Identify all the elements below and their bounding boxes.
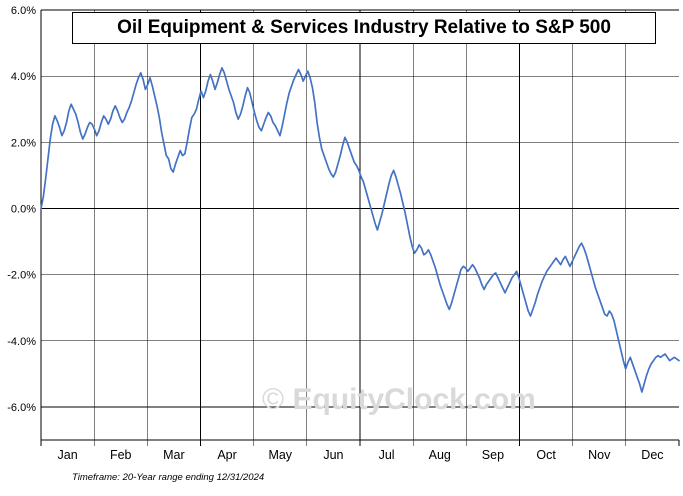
x-tick-label: Feb bbox=[110, 448, 132, 462]
y-tick-label: 4.0% bbox=[11, 71, 36, 83]
x-tick-label: Jul bbox=[379, 448, 395, 462]
x-tick-label: Dec bbox=[641, 448, 663, 462]
x-tick-label: Aug bbox=[429, 448, 451, 462]
x-tick-label: May bbox=[268, 448, 292, 462]
x-tick-label: Jan bbox=[58, 448, 78, 462]
x-tick-label: Mar bbox=[163, 448, 185, 462]
y-tick-label: 6.0% bbox=[11, 5, 36, 17]
chart-footnote: Timeframe: 20-Year range ending 12/31/20… bbox=[72, 472, 265, 483]
y-tick-label: 2.0% bbox=[11, 137, 36, 149]
x-tick-label: Apr bbox=[217, 448, 236, 462]
grid-lines bbox=[41, 9, 679, 440]
x-tick-label: Jun bbox=[323, 448, 343, 462]
y-tick-label: 0.0% bbox=[11, 203, 36, 215]
y-axis-labels: 6.0% 4.0% 2.0% 0.0% -2.0% -4.0% -6.0% bbox=[7, 5, 36, 414]
x-tick-label: Sep bbox=[482, 448, 504, 462]
y-tick-label: -4.0% bbox=[7, 336, 36, 348]
axis-lines bbox=[40, 10, 680, 446]
series-line bbox=[40, 67, 680, 393]
data-series bbox=[40, 67, 680, 393]
chart-title: Oil Equipment & Services Industry Relati… bbox=[72, 12, 656, 44]
x-tick-label: Oct bbox=[536, 448, 556, 462]
y-tick-label: -2.0% bbox=[7, 270, 36, 282]
x-axis-labels: Jan Feb Mar Apr May Jun Jul Aug Sep Oct Nov Dec bbox=[58, 448, 664, 462]
y-tick-label: -6.0% bbox=[7, 402, 36, 414]
x-tick-label: Nov bbox=[588, 448, 611, 462]
